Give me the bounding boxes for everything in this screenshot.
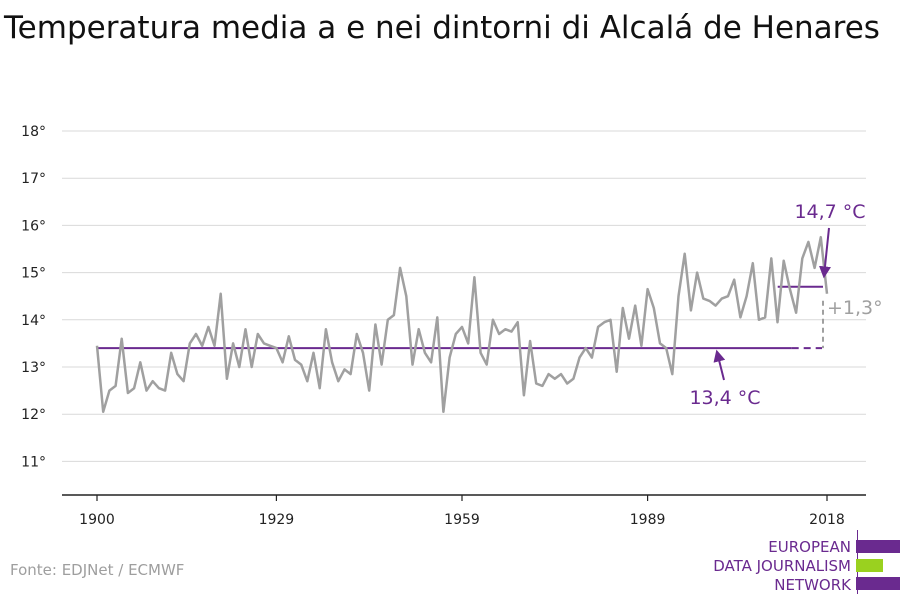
x-tick-label-1900: 1900 [79, 512, 115, 528]
difference-label: +1,3° [827, 297, 883, 319]
baseline-arrow [713, 349, 726, 381]
y-tick-label-13: 13° [21, 360, 46, 376]
y-tick-label-17: 17° [21, 171, 46, 187]
y-tick-label-18: 18° [21, 124, 46, 140]
annotations: 14,7 °C 13,4 °C +1,3° [689, 201, 882, 409]
y-tick-label-14: 14° [21, 313, 46, 329]
x-axis: 1900 1929 1959 1989 2018 [62, 494, 866, 528]
reference-lines [97, 285, 824, 350]
logo-line-1: EUROPEAN [768, 538, 851, 556]
y-tick-label-15: 15° [21, 266, 46, 282]
temperature-series-line [95, 235, 829, 414]
y-axis-tick-labels: 11° 12° 13° 14° 15° 16° 17° 18° [21, 124, 46, 470]
x-tick-label-1959: 1959 [444, 512, 480, 528]
logo-line-3: NETWORK [774, 576, 851, 594]
x-tick-label-1989: 1989 [630, 512, 666, 528]
logo-line-2: DATA JOURNALISM [713, 557, 851, 575]
x-tick-label-1929: 1929 [259, 512, 295, 528]
logo-bar-purple-bottom [856, 577, 900, 590]
recent-average-arrow [819, 227, 831, 279]
logo-bar-purple-top [856, 540, 900, 553]
baseline-label: 13,4 °C [689, 387, 760, 409]
grid-lines [62, 130, 866, 462]
edjnet-logo: EUROPEAN DATA JOURNALISM NETWORK [700, 530, 900, 594]
page-title: Temperatura media a e nei dintorni di Al… [4, 10, 880, 46]
source-credit: Fonte: EDJNet / ECMWF [10, 561, 185, 579]
y-tick-label-12: 12° [21, 407, 46, 423]
y-tick-label-16: 16° [21, 218, 46, 234]
series [95, 235, 829, 414]
recent-average-label: 14,7 °C [794, 201, 865, 223]
logo-bar-green [856, 559, 883, 572]
y-tick-label-11: 11° [21, 454, 46, 470]
x-tick-label-2018: 2018 [809, 512, 845, 528]
logo-bar-gap [883, 559, 900, 572]
